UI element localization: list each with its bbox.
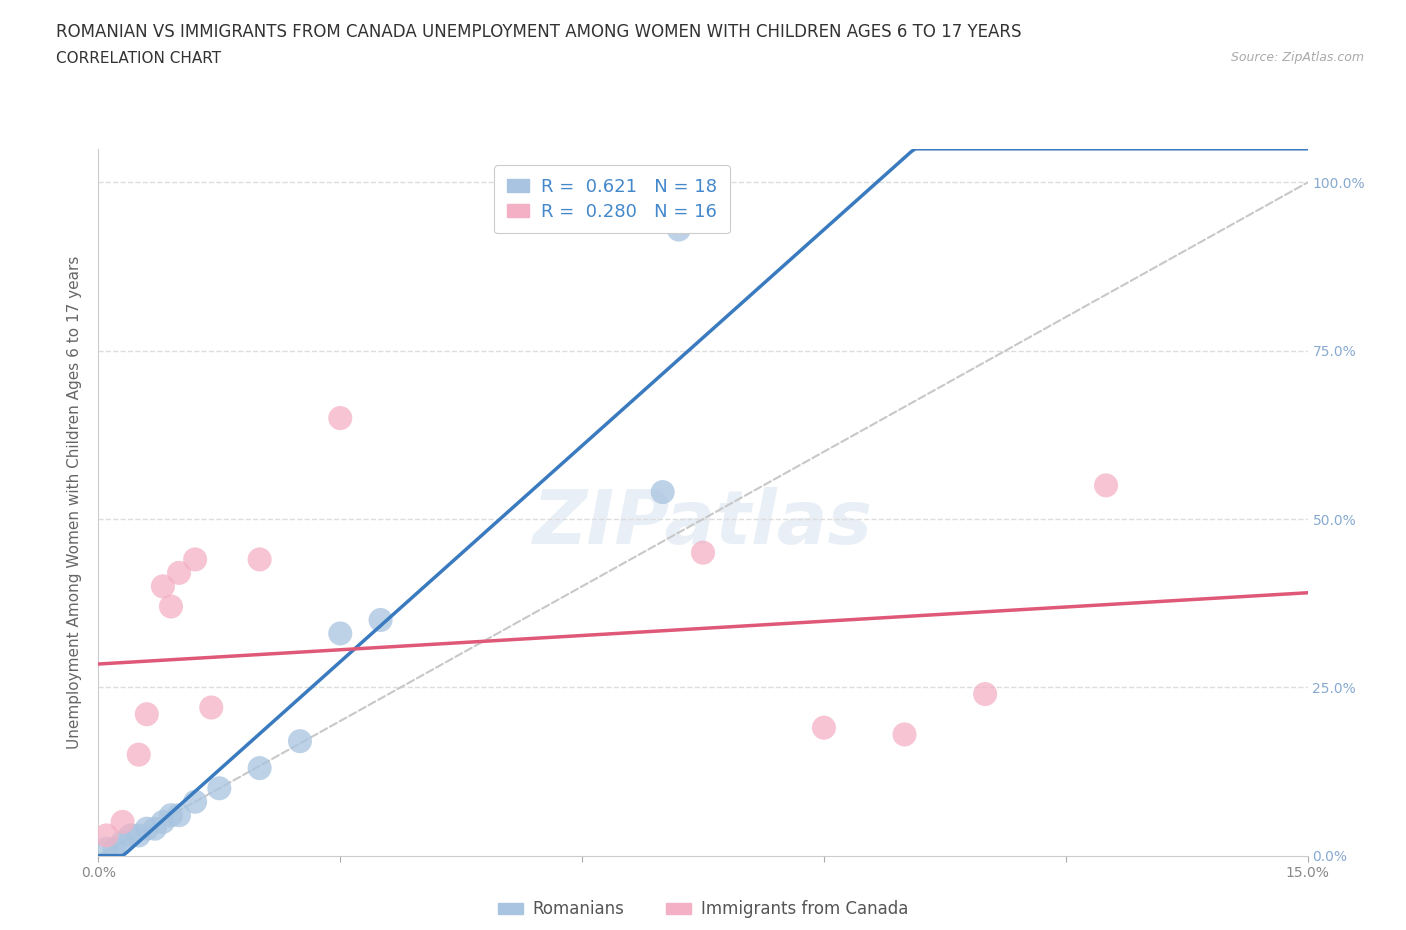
Point (96, 828, 118, 843)
Point (143, 821, 166, 836)
Point (152, 815, 174, 830)
Point (167, 565, 190, 580)
Point (135, 821, 157, 836)
Point (128, 828, 150, 843)
Point (893, 727, 915, 742)
Text: CORRELATION CHART: CORRELATION CHART (56, 51, 221, 66)
Point (974, 686, 997, 701)
Text: ZIPatlas: ZIPatlas (533, 487, 873, 560)
Point (160, 599, 183, 614)
Text: ROMANIAN VS IMMIGRANTS FROM CANADA UNEMPLOYMENT AMONG WOMEN WITH CHILDREN AGES 6: ROMANIAN VS IMMIGRANTS FROM CANADA UNEMP… (56, 23, 1022, 41)
Point (813, 720, 835, 735)
Legend: Romanians, Immigrants from Canada: Romanians, Immigrants from Canada (491, 894, 915, 925)
Point (208, 781, 231, 796)
Point (103, 842, 125, 857)
Point (111, 815, 134, 830)
Point (167, 808, 190, 823)
Point (329, 626, 352, 641)
Point (128, 747, 150, 762)
Point (329, 411, 352, 426)
Point (692, 545, 714, 560)
Point (668, 222, 690, 237)
Y-axis label: Unemployment Among Women with Children Ages 6 to 17 years: Unemployment Among Women with Children A… (67, 256, 83, 749)
Point (370, 613, 392, 628)
Point (1095, 478, 1118, 493)
Point (288, 734, 311, 749)
Point (249, 761, 271, 776)
Point (96, 842, 118, 857)
Point (120, 828, 142, 843)
Point (184, 552, 207, 567)
Point (152, 578, 174, 593)
Text: Source: ZipAtlas.com: Source: ZipAtlas.com (1230, 51, 1364, 64)
Point (160, 808, 183, 823)
Point (135, 707, 157, 722)
Point (200, 700, 222, 715)
Point (184, 794, 207, 809)
Point (111, 835, 134, 850)
Point (249, 552, 271, 567)
Point (651, 485, 673, 499)
